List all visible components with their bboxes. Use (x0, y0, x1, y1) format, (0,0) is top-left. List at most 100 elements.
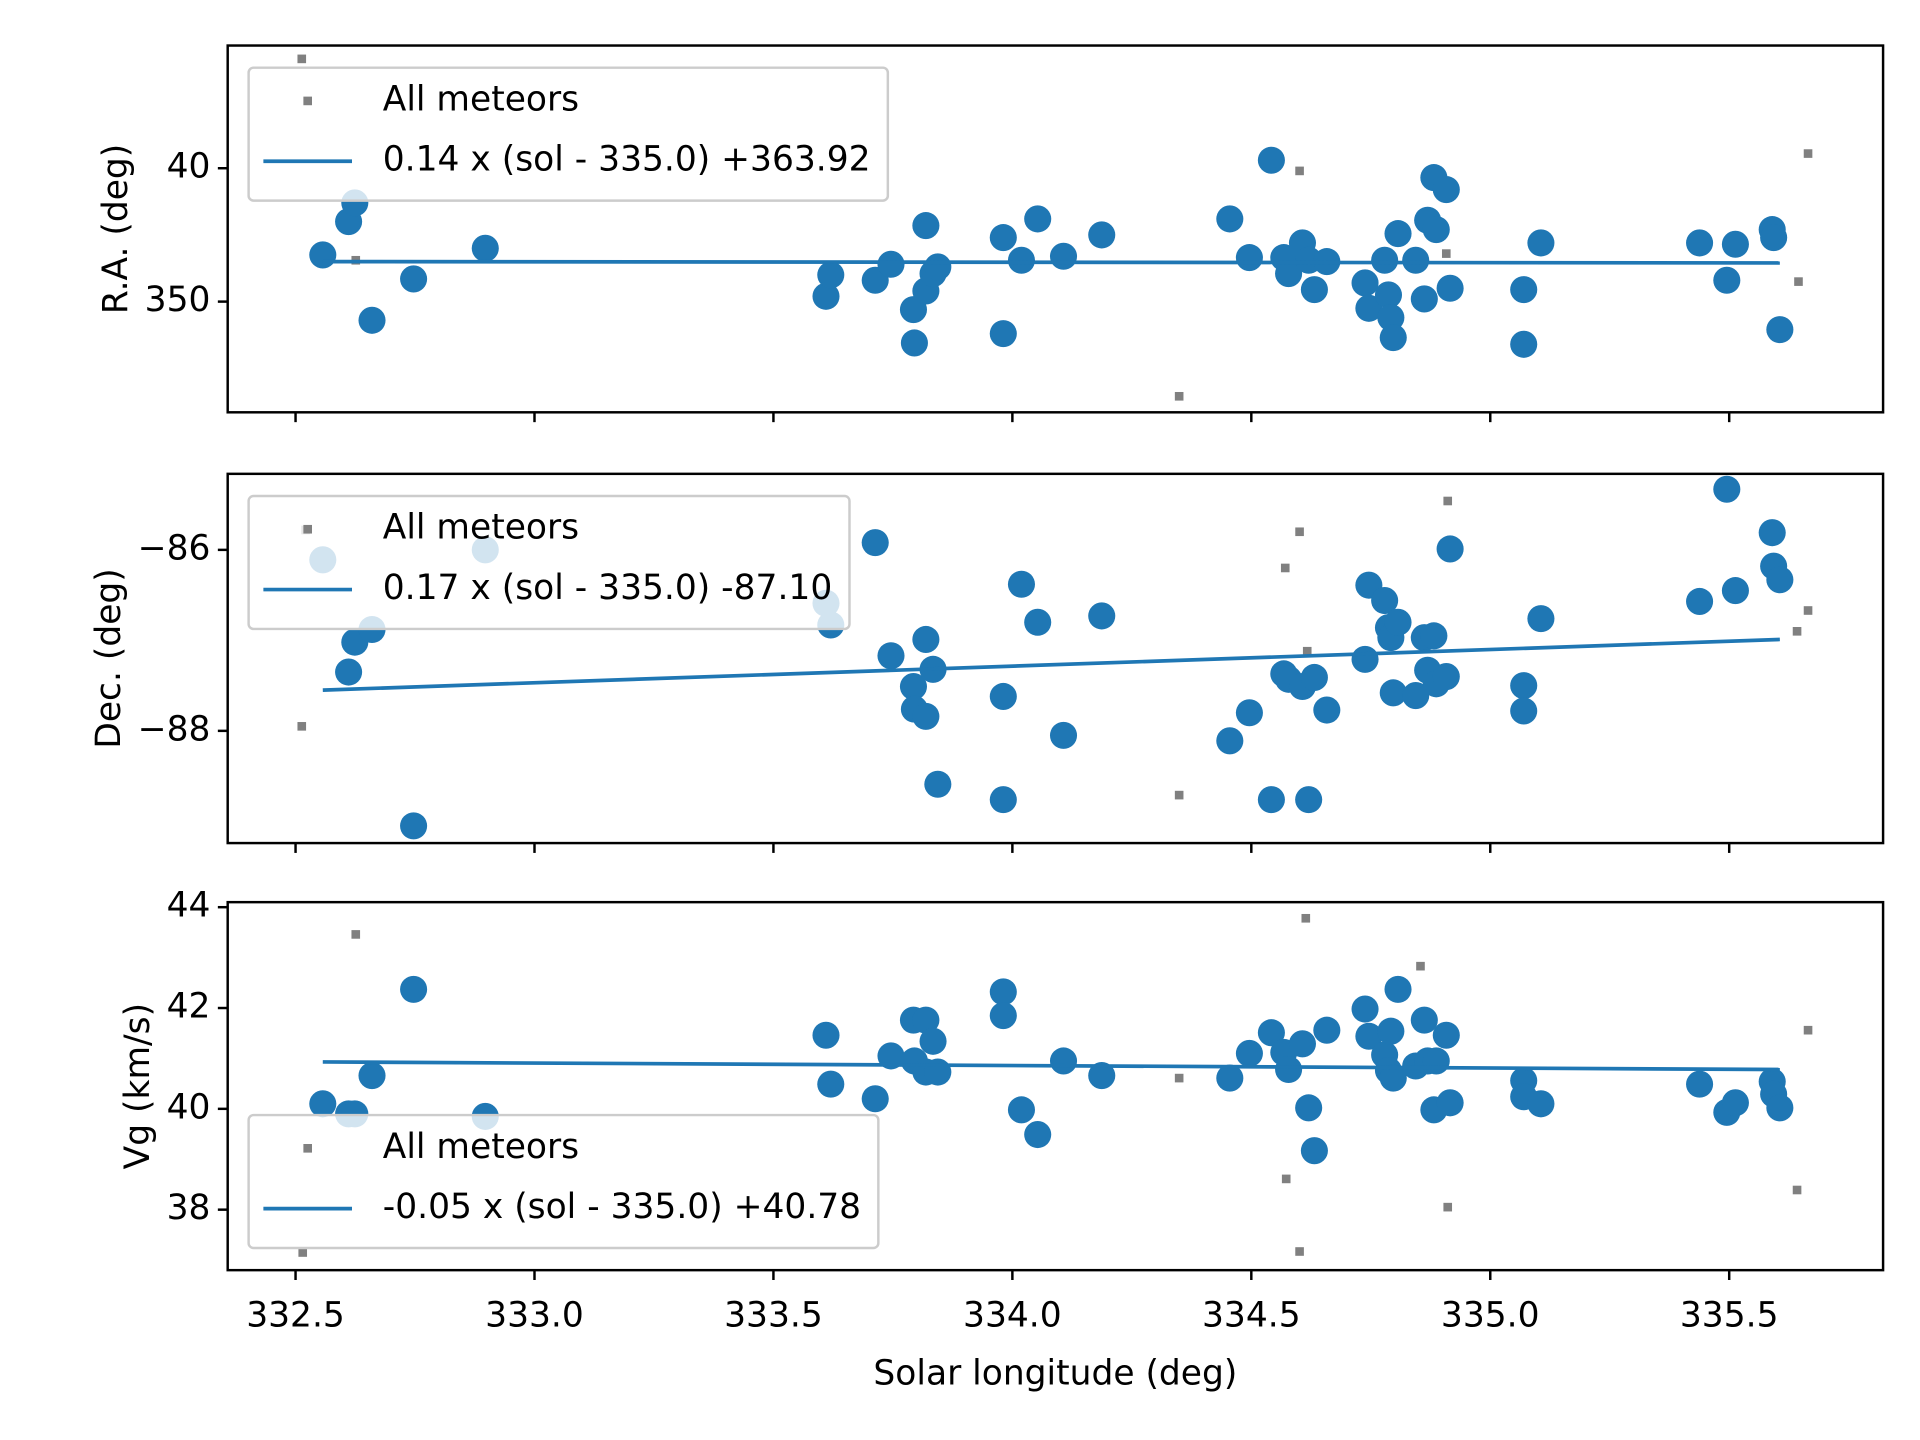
meteor-point (1174, 1073, 1184, 1083)
x-tick-label: 333.0 (485, 1295, 584, 1335)
meteor-point (1257, 1019, 1285, 1047)
legend-label: 0.14 x (sol - 335.0) +363.92 (383, 140, 871, 180)
meteor-point (1300, 1137, 1328, 1165)
meteor-point (989, 224, 1017, 252)
meteor-point (1527, 1090, 1555, 1118)
meteor-point (1288, 1030, 1316, 1058)
meteor-point (1216, 205, 1244, 233)
meteor-point (1024, 608, 1052, 636)
meteor-point (351, 930, 361, 939)
meteor-point (358, 1062, 386, 1090)
x-tick-label: 333.5 (724, 1295, 823, 1335)
meteor-point (1766, 566, 1794, 594)
y-tick-label: 40 (167, 1087, 211, 1127)
meteor-point (1313, 696, 1341, 724)
meteor-point (1371, 587, 1399, 615)
meteor-point (471, 234, 499, 262)
meteor-point (1527, 605, 1555, 633)
legend: All meteors -0.05 x (sol - 335.0) +40.78 (247, 1113, 880, 1250)
meteor-point (1402, 682, 1430, 710)
meteor-point (861, 529, 889, 557)
meteor-point (1235, 244, 1263, 272)
meteor-point (912, 702, 940, 730)
meteor-point (899, 672, 927, 701)
meteor-point (1510, 672, 1538, 700)
fit-line (322, 1060, 1780, 1072)
y-tick-label: −86 (138, 528, 211, 568)
meteor-point (1377, 1017, 1405, 1045)
meteor-point (924, 1058, 952, 1086)
meteor-point (1510, 697, 1538, 725)
meteor-point (1302, 646, 1312, 656)
meteor-point (1436, 274, 1464, 302)
meteor-point (1510, 330, 1538, 358)
meteor-point (1432, 663, 1460, 691)
meteor-point (1713, 475, 1741, 503)
meteor-point (1686, 229, 1714, 257)
meteor-point (1527, 229, 1555, 257)
meteor-point (309, 1090, 337, 1118)
meteor-point (1351, 645, 1379, 673)
meteor-point (1088, 1062, 1116, 1090)
meteor-point (877, 250, 905, 278)
meteor-point (877, 1042, 905, 1070)
meteor-point (298, 1248, 308, 1257)
meteor-point (1416, 961, 1425, 971)
meteor-point (877, 642, 905, 670)
meteor-point (1792, 1185, 1802, 1195)
meteor-point (400, 265, 428, 293)
meteor-point (1295, 1247, 1304, 1256)
meteor-point (989, 786, 1017, 814)
meteor-point (1379, 679, 1407, 707)
meteor-point (1088, 602, 1116, 630)
plot-area (297, 54, 1813, 401)
meteor-point (1235, 1039, 1263, 1067)
meteor-point (989, 682, 1017, 711)
x-tick-label: 334.5 (1202, 1295, 1301, 1335)
legend: All meteors 0.14 x (sol - 335.0) +363.92 (247, 66, 890, 202)
meteor-point (335, 658, 363, 686)
meteor-point (1300, 663, 1328, 692)
meteor-point (989, 978, 1017, 1006)
meteor-point (1792, 627, 1802, 636)
meteor-point (1351, 269, 1379, 297)
meteor-point (1443, 496, 1453, 506)
meteor-point (358, 306, 386, 334)
meteor-point (1410, 1006, 1438, 1034)
meteor-point (1436, 1089, 1464, 1117)
meteor-point (1301, 913, 1311, 923)
meteor-point (1295, 1094, 1323, 1122)
meteor-point (1803, 606, 1813, 615)
fit-line (322, 259, 1780, 265)
meteor-point (1436, 535, 1464, 563)
meteor-point (1384, 975, 1412, 1003)
meteor-point (1374, 281, 1403, 309)
meteor-point (1257, 146, 1285, 174)
meteor-point (1803, 149, 1813, 158)
meteor-point (1758, 519, 1786, 547)
meteor-point (400, 975, 428, 1003)
meteor-point (1355, 1022, 1383, 1050)
x-axis-label: Solar longitude (deg) (873, 1353, 1237, 1393)
meteor-point (1049, 721, 1078, 749)
meteor-point (1300, 276, 1328, 304)
meteor-point (1443, 1202, 1453, 1212)
y-axis-label: Vg (km/s) (118, 1003, 158, 1169)
meteor-point (924, 770, 952, 798)
meteor-point (1295, 786, 1323, 814)
y-axis-label: Dec. (deg) (89, 568, 129, 748)
legend-label: All meteors (383, 508, 579, 548)
meteor-point (1355, 294, 1383, 322)
meteor-point (989, 1002, 1017, 1030)
meteor-point (1024, 205, 1052, 233)
meteor-point (1351, 995, 1379, 1023)
meteor-point (1280, 563, 1290, 573)
meteor-point (1174, 391, 1184, 401)
meteor-point (912, 1006, 940, 1034)
legend-label: All meteors (383, 1127, 579, 1167)
meteor-point (1088, 221, 1116, 249)
y-axis-label: R.A. (deg) (96, 144, 136, 314)
legend-label: 0.17 x (sol - 335.0) -87.10 (383, 568, 832, 608)
